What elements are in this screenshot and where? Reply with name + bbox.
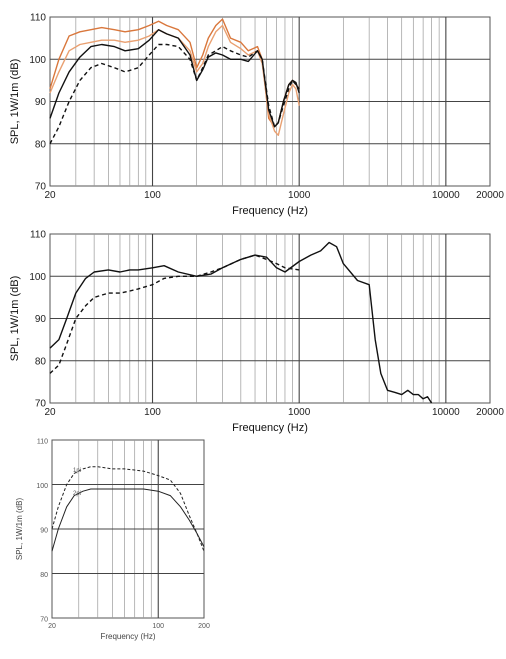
x-tick-label: 20000 bbox=[476, 407, 504, 418]
y-axis-label: SPL, 1W/1m (dB) bbox=[15, 498, 24, 561]
series-line-2 bbox=[51, 488, 205, 552]
x-tick-label: 1000 bbox=[288, 407, 311, 418]
x-tick-label: 10000 bbox=[432, 190, 460, 201]
x-axis-label: Frequency (Hz) bbox=[232, 422, 308, 434]
x-tick-label: 10000 bbox=[432, 407, 460, 418]
y-tick-label: 110 bbox=[37, 439, 48, 446]
series-line-2 bbox=[49, 24, 300, 136]
curve-annotation: 1pi bbox=[73, 468, 81, 474]
x-tick-label: 20000 bbox=[476, 190, 504, 201]
series-line-2 bbox=[49, 254, 300, 374]
series-line-1 bbox=[51, 466, 205, 552]
y-tick-label: 110 bbox=[30, 13, 46, 24]
y-tick-label: 100 bbox=[29, 272, 46, 283]
x-tick-label: 100 bbox=[144, 407, 161, 418]
y-axis-label: SPL, 1W/1m (dB) bbox=[9, 276, 21, 362]
chart-top: 20 100 1000 10000 20000 70 80 90 100 110 Frequency… bbox=[9, 13, 504, 218]
chart-bottom: 20 100 200 70 80 90 100 110 Frequency (Hz) SPL, 1… bbox=[15, 439, 210, 642]
y-tick-label: 100 bbox=[36, 483, 48, 490]
x-tick-label: 200 bbox=[198, 623, 210, 630]
y-tick-label: 90 bbox=[35, 314, 47, 325]
y-tick-label: 90 bbox=[40, 528, 48, 535]
y-tick-label: 90 bbox=[35, 97, 47, 108]
y-tick-label: 70 bbox=[35, 182, 47, 193]
x-tick-label: 20 bbox=[44, 190, 56, 201]
y-tick-label: 80 bbox=[40, 572, 48, 579]
y-tick-label: 80 bbox=[35, 139, 47, 150]
grid-horizontal bbox=[50, 275, 490, 362]
y-axis-label: SPL, 1W/1m (dB) bbox=[9, 59, 21, 145]
y-tick-label: 70 bbox=[35, 399, 47, 410]
x-tick-label: 20 bbox=[48, 623, 56, 630]
y-tick-label: 70 bbox=[40, 617, 48, 624]
x-tick-label: 20 bbox=[44, 407, 56, 418]
series-line-1 bbox=[49, 241, 433, 404]
grid-horizontal bbox=[52, 484, 204, 574]
x-axis-label: Frequency (Hz) bbox=[100, 632, 155, 641]
x-axis-label: Frequency (Hz) bbox=[232, 205, 308, 217]
y-tick-label: 100 bbox=[29, 55, 46, 66]
y-tick-label: 110 bbox=[30, 230, 46, 241]
x-tick-label: 100 bbox=[144, 190, 161, 201]
y-tick-label: 80 bbox=[35, 356, 47, 367]
chart-middle: 20 100 1000 10000 20000 70 80 90 100 110 Frequency… bbox=[9, 230, 504, 435]
curve-annotation: 2pi bbox=[73, 491, 81, 497]
grid-horizontal bbox=[50, 58, 490, 145]
x-tick-label: 1000 bbox=[288, 190, 311, 201]
x-tick-label: 100 bbox=[152, 623, 164, 630]
series-line-4 bbox=[49, 43, 300, 145]
